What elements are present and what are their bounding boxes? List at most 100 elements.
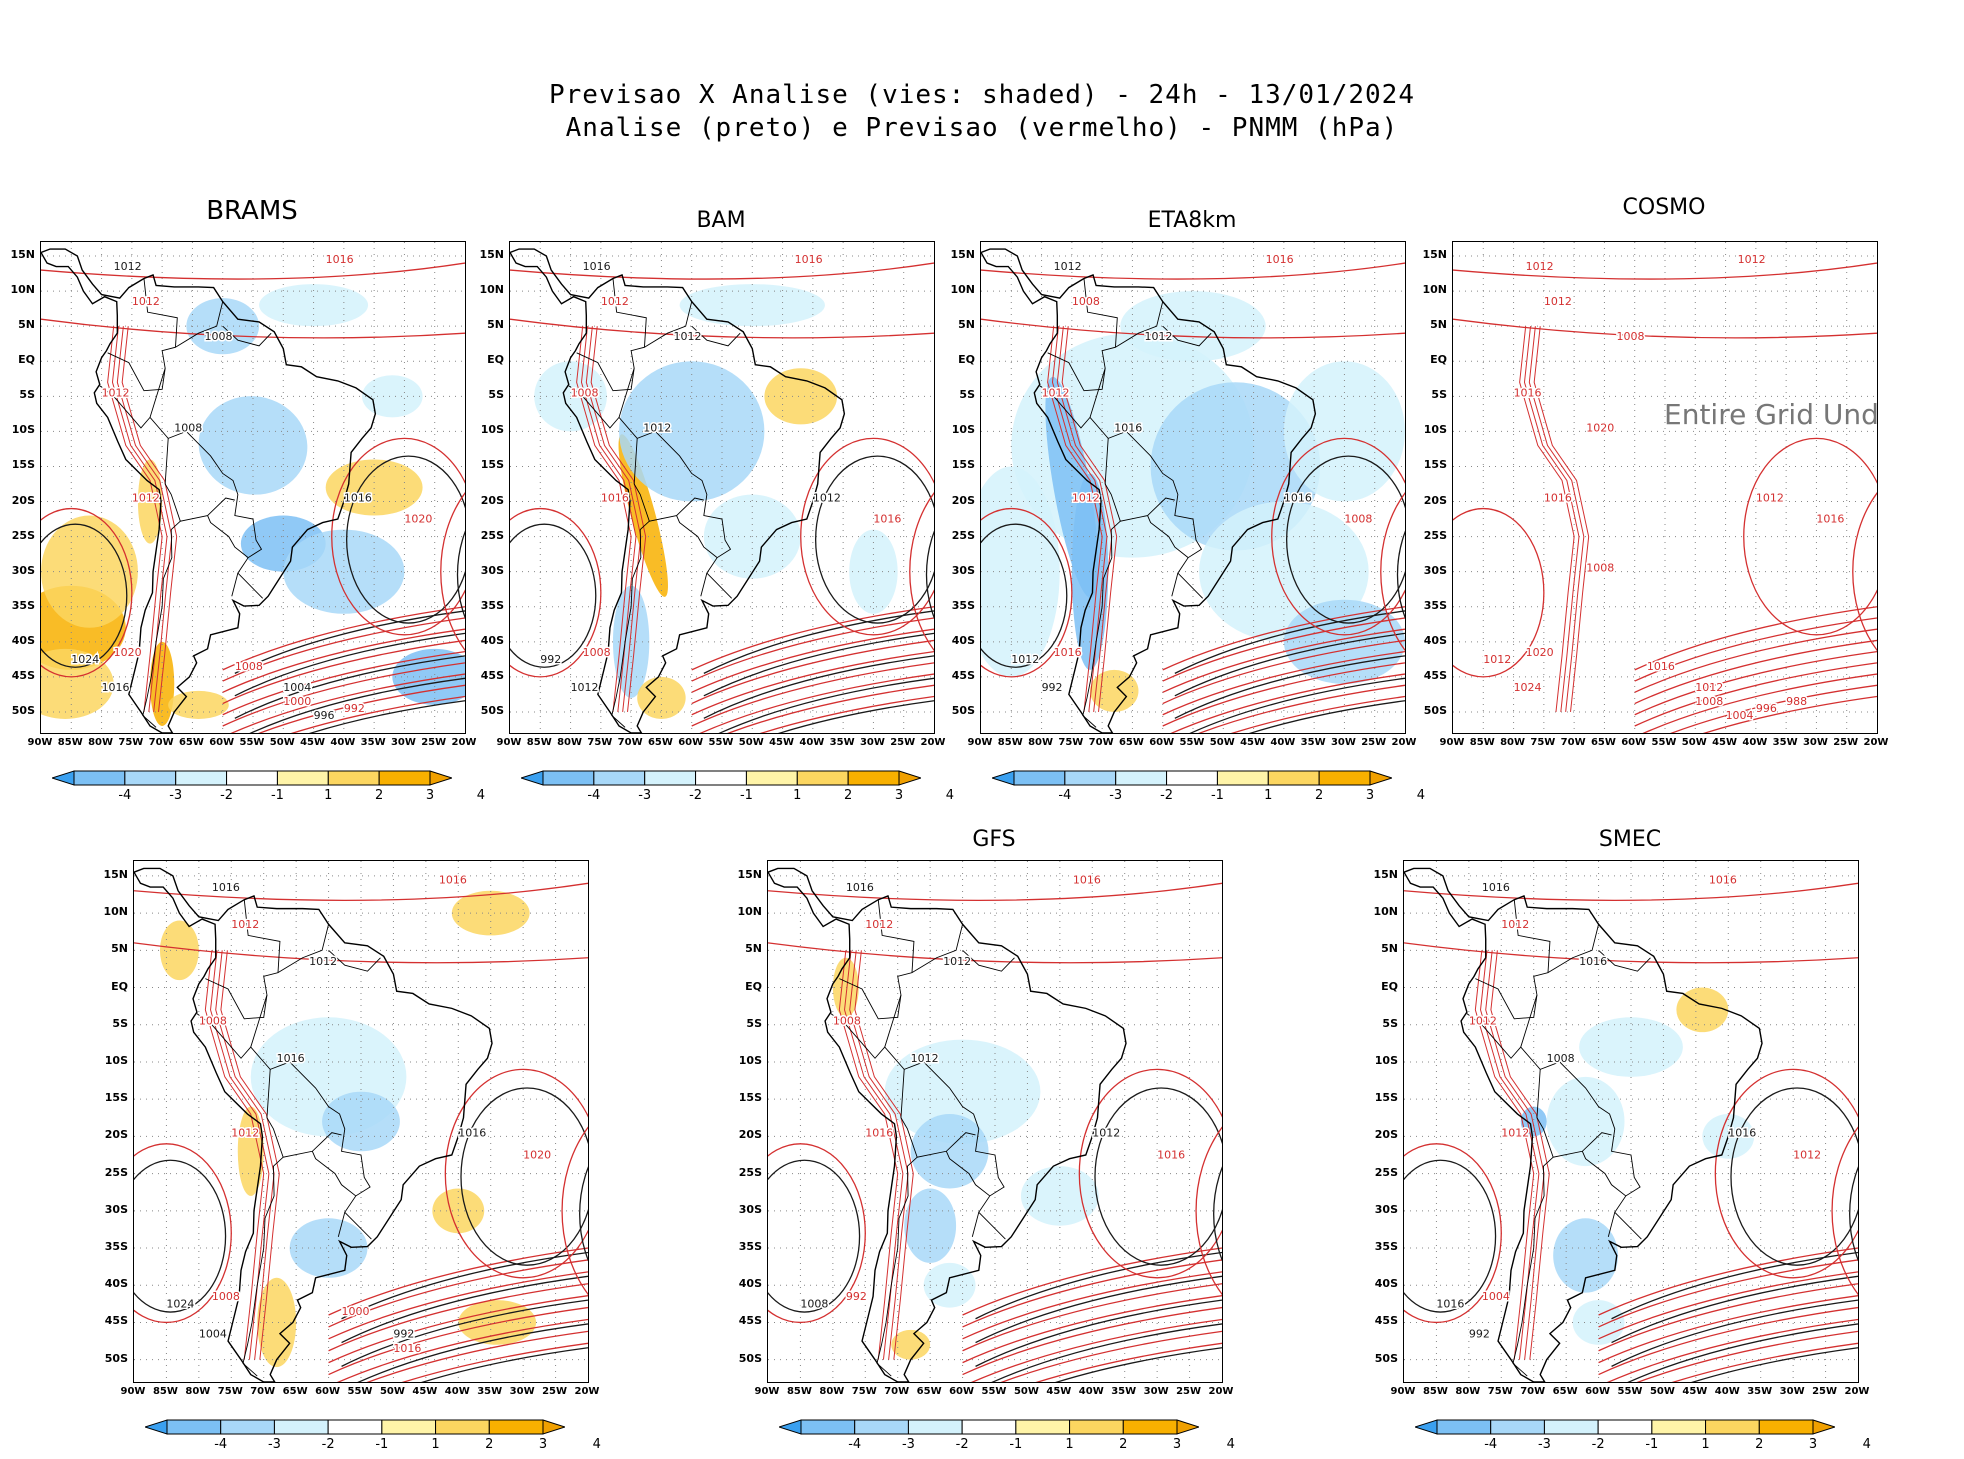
analysis-isobar [975, 1275, 1222, 1344]
forecast-isobar [1404, 1143, 1502, 1324]
panel-title-bam: BAM [696, 208, 746, 233]
lat-lon-grid [1404, 861, 1858, 1382]
map-brams: 1016 1012 1012 1008 1012 1008 1012 1016 1020 1024… [40, 241, 466, 734]
map-gfs: 1016 1016 1012 1012 1008 1012 1016 1012 1016 1008… [767, 860, 1223, 1383]
forecast-isobar [1743, 437, 1877, 636]
analysis-isobar [1189, 677, 1405, 733]
isobar-label: 1012 [1042, 386, 1070, 399]
isobar-label: 1016 [1054, 646, 1082, 659]
forecast-isobar [116, 326, 173, 713]
forecast-isobar [222, 662, 465, 727]
lon-label: 90W [496, 737, 522, 748]
bias-shade [451, 890, 530, 936]
lon-label: 75W [1058, 737, 1084, 748]
forecast-isobar [134, 882, 588, 901]
forecast-isobar [1035, 1342, 1222, 1382]
lon-label: 40W [1714, 1386, 1740, 1397]
lon-label: 30W [1330, 737, 1356, 748]
forecast-isobar [1702, 695, 1877, 733]
isobar-label: 1012 [1469, 1015, 1497, 1028]
forecast-isobar [1634, 628, 1877, 693]
lat-label: 35S [738, 1240, 762, 1254]
forecast-isobar [1634, 639, 1877, 705]
lon-label: 70W [617, 737, 643, 748]
lon-label: 20W [1208, 1386, 1234, 1397]
country-border [1607, 1212, 1616, 1237]
colorbar-swatch [327, 770, 380, 786]
colorbar-swatch [800, 1419, 856, 1435]
analysis-isobar [234, 610, 465, 674]
analysis-isobar [981, 523, 1068, 668]
isobar-label: 1008 [1547, 1052, 1575, 1065]
isobar-label: 1016 [1544, 492, 1572, 505]
isobar-label: 1008 [235, 660, 263, 673]
forecast-isobar [1271, 437, 1405, 636]
lon-label: 30W [1779, 1386, 1805, 1397]
lon-label: 50W [1649, 1386, 1675, 1397]
isobar-label: 1016 [1114, 421, 1142, 434]
lon-label: 90W [27, 737, 53, 748]
lat-label: EQ [111, 979, 128, 993]
lat-label: 15N [1373, 867, 1398, 881]
forecast-isobar [1404, 942, 1858, 964]
bias-shade [150, 641, 175, 726]
colorbar-label: -4 [118, 788, 132, 803]
isobar-label: 1016 [1482, 881, 1510, 894]
analysis-isobar [1730, 1087, 1858, 1266]
analysis-isobar [1249, 700, 1405, 733]
isobar-label: 1016 [102, 681, 130, 694]
lat-label: 15S [480, 458, 504, 472]
lon-label: 40W [444, 1386, 470, 1397]
colorbar-swatch [1267, 770, 1320, 786]
lat-label: 5N [487, 318, 504, 332]
isobar-label: 1008 [1344, 513, 1372, 526]
country-border [231, 572, 239, 597]
forecast-isobar [759, 695, 934, 733]
isobar-label: 1016 [865, 1126, 893, 1139]
lat-label: EQ [1430, 353, 1447, 367]
forecast-isobar [1598, 1306, 1858, 1376]
forecast-isobar [1490, 950, 1550, 1360]
figure-title-line1: Previsao X Analise (vies: shaded) - 24h … [549, 80, 1415, 110]
lat-label: 45S [1423, 668, 1447, 682]
isobar-label: 1016 [1266, 253, 1294, 266]
lat-label: 20S [1374, 1128, 1398, 1142]
lon-label: 60W [678, 737, 704, 748]
forecast-isobar [230, 673, 465, 733]
isobar-label: 1012 [1501, 918, 1529, 931]
colorbar-label: 2 [375, 788, 384, 803]
forecast-isobar [41, 262, 465, 280]
isobars [1453, 262, 1877, 733]
isobar-label: 1004 [199, 1327, 227, 1340]
analysis-isobar [975, 1299, 1222, 1367]
lat-label: 25S [1374, 1165, 1398, 1179]
forecast-isobar [727, 684, 934, 733]
colorbar-label: -3 [169, 788, 183, 803]
colorbar-label: 1 [1065, 1437, 1074, 1452]
isobar-label: 992 [1469, 1327, 1490, 1340]
colorbar-label: 4 [945, 788, 954, 803]
isobar-label: 1016 [439, 873, 467, 886]
colorbar-swatch [961, 1419, 1017, 1435]
forecast-isobar [691, 662, 934, 727]
colorbar-label: 3 [1808, 1437, 1818, 1452]
isobar-label: 992 [344, 702, 365, 715]
country-border [962, 949, 1015, 972]
isobar-label: 1012 [674, 330, 702, 343]
bias-shade [392, 648, 465, 705]
forecast-isobar [854, 950, 914, 1360]
lat-label: 40S [480, 633, 504, 647]
lon-label: 90W [1439, 737, 1465, 748]
coastline [1404, 867, 1763, 1382]
isobar-label: 1020 [1526, 646, 1554, 659]
lon-label: 45W [1046, 1386, 1072, 1397]
forecast-isobar [258, 684, 465, 733]
forecast-isobar [1533, 326, 1590, 713]
lon-label: 35W [829, 737, 855, 748]
colorbar-label: 2 [485, 1437, 494, 1452]
analysis-isobar [1611, 1251, 1858, 1320]
lat-label: EQ [745, 979, 762, 993]
colorbar-label: -4 [587, 788, 601, 803]
lon-label: 30W [1143, 1386, 1169, 1397]
bias-shade [884, 1039, 1041, 1144]
